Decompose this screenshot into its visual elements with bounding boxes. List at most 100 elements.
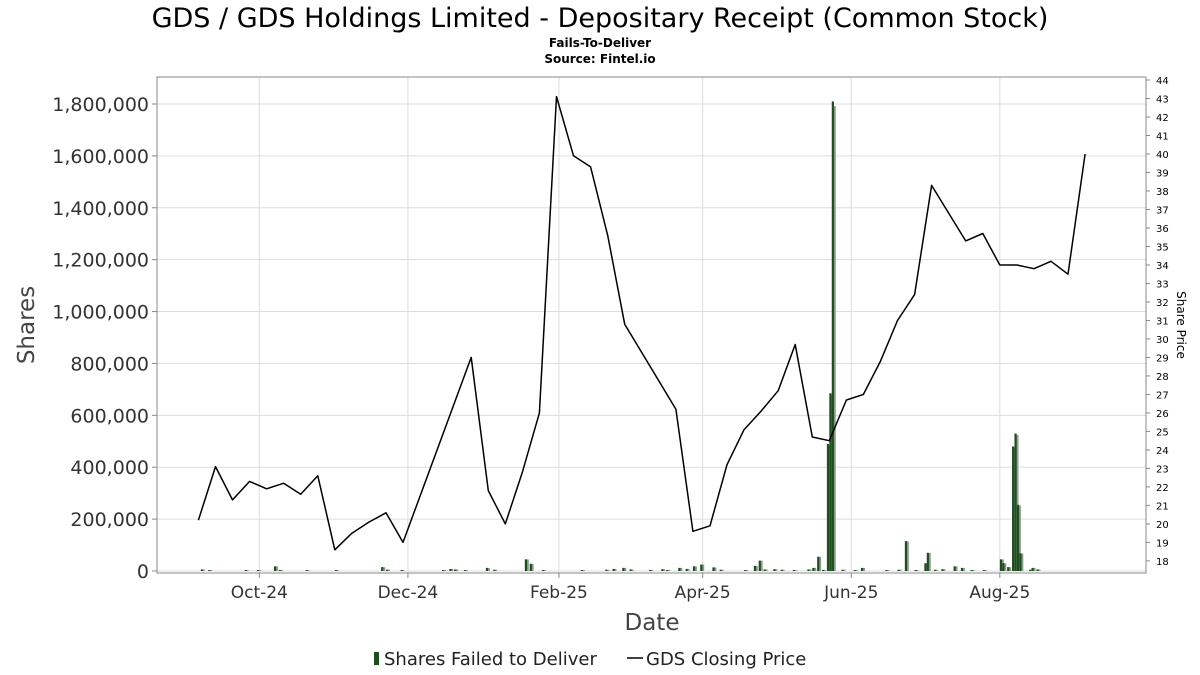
- ftd-bar: [744, 570, 747, 571]
- chart-subtitle-line-2: Source: Fintel.io: [544, 52, 655, 66]
- ftd-bar-shadow: [444, 569, 447, 571]
- ftd-bar-shadow: [906, 541, 909, 571]
- ftd-bar: [960, 567, 964, 571]
- ftd-bar: [612, 568, 615, 571]
- ftd-bar: [712, 567, 715, 571]
- ftd-bar-shadow: [202, 569, 205, 571]
- ftd-bar-shadow: [1004, 563, 1007, 571]
- y2-tick-label: 39: [1156, 168, 1169, 179]
- y-tick-label: 1,800,000: [52, 94, 149, 116]
- ftd-bar-shadow: [721, 569, 724, 571]
- y2-tick-label: 37: [1156, 205, 1169, 216]
- ftd-bar-shadow: [631, 569, 634, 571]
- ftd-bar-shadow: [465, 570, 468, 571]
- ftd-bar-shadow: [383, 567, 386, 571]
- ftd-bar-shadow: [843, 569, 846, 571]
- ftd-bar: [897, 569, 900, 571]
- right-y-axis-label: Share Price: [1174, 291, 1188, 359]
- ftd-bar-shadow: [936, 569, 939, 571]
- ftd-bar: [953, 566, 956, 571]
- ftd-bar-shadow: [1021, 553, 1024, 571]
- ftd-bar-shadow: [624, 567, 627, 571]
- ftd-bar-shadow: [487, 567, 490, 571]
- ftd-bar: [463, 570, 467, 571]
- y2-tick-label: 40: [1156, 150, 1169, 161]
- y-tick-label: 1,200,000: [52, 250, 149, 272]
- ftd-bar: [853, 570, 856, 571]
- ftd-bar-shadow: [582, 570, 585, 571]
- ftd-bar-shadow: [819, 556, 822, 571]
- ftd-bar-shadow: [307, 570, 310, 571]
- ftd-bar: [649, 569, 652, 571]
- ftd-bar: [678, 567, 681, 571]
- y2-tick-label: 18: [1156, 557, 1169, 568]
- ftd-bar-shadow: [280, 569, 283, 571]
- ftd-bar: [860, 567, 864, 571]
- ftd-bar: [763, 569, 766, 571]
- ftd-bar: [1036, 569, 1039, 571]
- ftd-bar: [826, 443, 830, 571]
- y2-tick-label: 38: [1156, 187, 1169, 198]
- y2-tick-label: 32: [1156, 298, 1169, 309]
- ftd-bar-shadow: [746, 570, 749, 571]
- ftd-bar-shadow: [887, 570, 890, 571]
- ftd-bar: [1002, 563, 1005, 571]
- ftd-bar-shadow: [663, 569, 666, 571]
- ftd-bar-shadow: [833, 106, 836, 571]
- ftd-bar-shadow: [526, 559, 529, 571]
- left-y-axis-ticks: 0 200,000 400,000 600,000 800,000 1,000,000 1,…: [52, 94, 157, 583]
- x-tick-label: Feb-25: [530, 583, 588, 603]
- ftd-bar: [1007, 567, 1010, 571]
- ftd-bar: [926, 552, 929, 571]
- y2-tick-label: 35: [1156, 242, 1169, 253]
- ftd-bar: [1012, 446, 1015, 571]
- ftd-bar-shadow: [1038, 569, 1041, 571]
- bars-group: [200, 101, 1041, 572]
- x-tick-label: Oct-24: [231, 583, 288, 603]
- ftd-bar-shadow: [607, 569, 610, 571]
- legend-bars-label: Shares Failed to Deliver: [384, 649, 597, 670]
- ftd-bar: [812, 567, 815, 571]
- ftd-bar: [924, 563, 927, 571]
- ftd-bar: [256, 570, 260, 571]
- ftd-bar-shadow: [614, 568, 617, 571]
- chart-title: GDS / GDS Holdings Limited - Depositary …: [152, 3, 1049, 34]
- ftd-bar: [381, 567, 384, 571]
- ftd-bar: [831, 101, 834, 572]
- ftd-bar-shadow: [855, 570, 858, 571]
- legend-bar-swatch: [374, 652, 379, 665]
- ftd-bar: [970, 570, 973, 571]
- y2-tick-label: 19: [1156, 538, 1169, 549]
- ftd-bar: [753, 565, 757, 571]
- ftd-bar-shadow: [336, 570, 339, 571]
- ftd-bar: [442, 569, 445, 571]
- y-tick-label: 1,000,000: [52, 302, 149, 324]
- y-tick-label: 600,000: [70, 405, 149, 427]
- ftd-bar: [622, 567, 625, 571]
- ftd-bar-shadow: [755, 565, 758, 571]
- ftd-bar: [244, 570, 247, 571]
- ftd-bar-shadow: [387, 569, 390, 571]
- ftd-bar-shadow: [814, 567, 817, 571]
- ftd-bar: [629, 569, 632, 571]
- ftd-bar-shadow: [1009, 567, 1012, 571]
- ftd-bar-shadow: [402, 570, 405, 571]
- ftd-bar: [792, 569, 795, 571]
- ftd-bar: [454, 569, 457, 571]
- ftd-bar: [400, 570, 403, 571]
- y2-tick-label: 20: [1156, 520, 1169, 531]
- ftd-bar: [914, 570, 917, 571]
- ftd-bar: [719, 569, 722, 571]
- ftd-bar: [661, 569, 664, 571]
- x-tick-label: Apr-25: [675, 583, 731, 603]
- ftd-bar: [941, 569, 944, 571]
- ftd-bar-shadow: [275, 566, 278, 571]
- ftd-bar-shadow: [694, 566, 697, 571]
- ftd-bar: [278, 569, 281, 571]
- y-tick-label: 1,600,000: [52, 146, 149, 168]
- ftd-bar-shadow: [668, 570, 671, 571]
- ftd-bar: [1014, 433, 1017, 571]
- ftd-bar-shadow: [943, 569, 946, 571]
- y2-tick-label: 21: [1156, 501, 1169, 512]
